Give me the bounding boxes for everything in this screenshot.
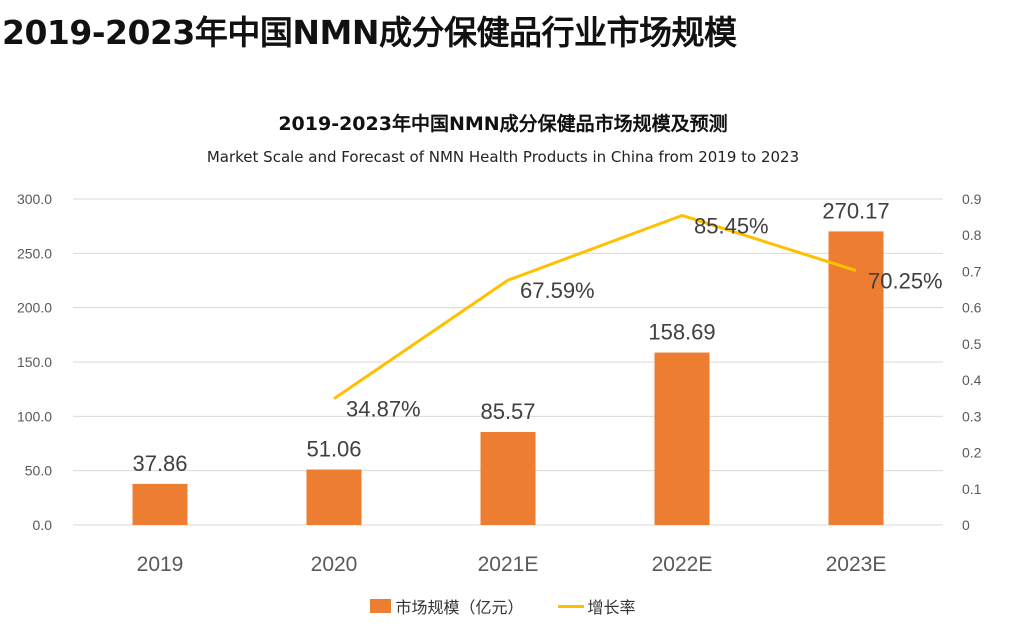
legend-line-swatch-icon [557,604,584,608]
chart-title: 2019-2023年中国NMN成分保健品市场规模及预测 [278,113,728,135]
bar [654,352,710,525]
line-series [333,213,857,400]
y-right-tick-label: 0.7 [962,263,982,279]
bar [480,432,536,525]
x-tick-label: 2020 [311,553,358,576]
legend-item-market-size[interactable]: 市场规模（亿元） [370,594,524,618]
page-title: 2019-2023年中国NMN成分保健品行业市场规模 [2,13,737,52]
growth-rate-line [333,213,857,400]
y-right-tick-label: 0.5 [962,336,982,352]
grid-layer [73,198,943,526]
line-labels: 34.87% 67.59% 85.45% 70.25% [346,213,943,421]
y-right-tick-label: 0.4 [962,372,982,388]
bar [132,483,188,525]
bar-data-label: 158.69 [648,320,715,345]
y-left-tick-label: 150.0 [17,354,52,370]
y-right-tick-label: 0.2 [962,445,982,461]
bar-labels: 37.86 51.06 85.57 158.69 270.17 [132,198,889,475]
y-left-tick-label: 250.0 [17,245,52,261]
legend: 市场规模（亿元） 增长率 [0,594,1006,618]
line-data-label: 85.45% [694,213,769,238]
legend-bar-swatch-icon [370,599,392,613]
x-tick-label: 2023E [826,553,887,576]
y-left-tick-label: 200.0 [17,300,52,316]
bar-data-label: 85.57 [480,399,535,424]
chart-subtitle: Market Scale and Forecast of NMN Health … [206,148,800,166]
y-left-tick-label: 100.0 [17,408,52,424]
x-axis: 2019 2020 2021E 2022E 2023E [137,553,887,576]
x-tick-label: 2021E [478,553,539,576]
y-left-tick-label: 300.0 [17,191,52,207]
bar [306,469,362,525]
y-right-tick-label: 0.1 [962,481,982,497]
y-right-tick-label: 0.8 [962,227,982,243]
x-tick-label: 2019 [137,553,184,576]
legend-label: 增长率 [587,598,636,617]
legend-label: 市场规模（亿元） [395,598,524,617]
bar-data-label: 51.06 [306,437,361,462]
y-right-tick-label: 0.6 [962,300,982,316]
y-left-tick-label: 50.0 [25,463,52,479]
y-right-tick-label: 0.3 [962,408,982,424]
bar-data-label: 37.86 [132,451,187,476]
bar [828,231,884,525]
x-tick-label: 2022E [652,553,713,576]
right-axis: 0 0.1 0.2 0.3 0.4 0.5 0.6 0.7 0.8 0.9 [962,191,982,533]
y-left-tick-label: 0.0 [33,517,53,533]
line-data-label: 70.25% [868,269,943,294]
line-data-label: 67.59% [520,278,595,303]
y-right-tick-label: 0.9 [962,191,982,207]
line-data-label: 34.87% [346,397,421,422]
left-axis: 0.0 50.0 100.0 150.0 200.0 250.0 300.0 [17,191,52,533]
bar-series [132,231,884,525]
bar-data-label: 270.17 [822,198,889,223]
legend-item-growth-rate[interactable]: 增长率 [557,594,636,618]
y-right-tick-label: 0 [962,517,970,533]
